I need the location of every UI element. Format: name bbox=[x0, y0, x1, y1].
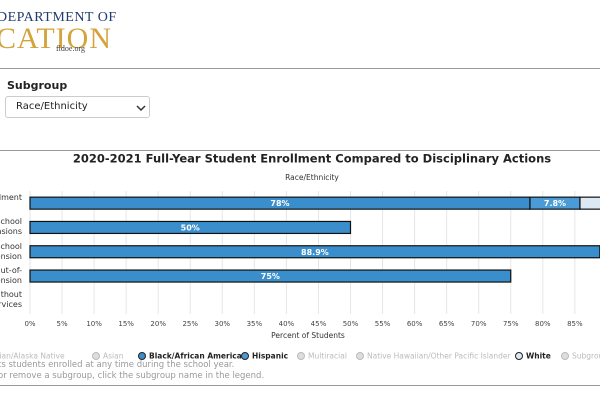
x-tick-label: 35% bbox=[247, 320, 263, 328]
legend-marker bbox=[138, 352, 146, 360]
x-tick-label: 20% bbox=[150, 320, 166, 328]
select-arrow bbox=[136, 105, 146, 112]
legend-marker bbox=[515, 352, 523, 360]
y-tick-label: ut-of- ension bbox=[0, 266, 22, 286]
logo-edu: CATION bbox=[0, 22, 112, 55]
x-tick-label: 80% bbox=[535, 320, 551, 328]
bar-segment bbox=[29, 220, 352, 235]
x-tick-label: 65% bbox=[439, 320, 455, 328]
legend-label[interactable]: an Indian/Alaska Native bbox=[0, 352, 65, 361]
x-tick-label: 85% bbox=[567, 320, 583, 328]
legend-label[interactable]: Black/African American bbox=[149, 352, 247, 361]
x-tick-label: 60% bbox=[407, 320, 423, 328]
note: ts students enrolled at any time during … bbox=[0, 360, 235, 370]
y-tick-label: llment bbox=[0, 193, 22, 203]
x-tick-label: 50% bbox=[343, 320, 359, 328]
legend-marker bbox=[92, 352, 100, 360]
value-label: 7.8% bbox=[544, 199, 566, 208]
bar-segment bbox=[29, 269, 512, 283]
legend-marker bbox=[561, 352, 569, 360]
x-tick-label: 55% bbox=[375, 320, 391, 328]
legend-marker bbox=[356, 352, 364, 360]
bar-segment bbox=[579, 196, 600, 210]
legend-label[interactable]: White bbox=[526, 352, 551, 361]
x-tick-label: 30% bbox=[215, 320, 231, 328]
x-axis-title: Percent of Students bbox=[271, 331, 345, 340]
value-label: 78% bbox=[270, 199, 289, 208]
y-tick-label: School nsions bbox=[0, 217, 22, 237]
x-tick-label: 40% bbox=[279, 320, 295, 328]
legend-label[interactable]: Asian bbox=[103, 352, 124, 361]
legend-marker bbox=[297, 352, 305, 360]
header-rule bbox=[0, 68, 600, 69]
x-tick-label: 0% bbox=[24, 320, 35, 328]
select-value: Race/Ethnicity bbox=[16, 101, 88, 112]
chart-title: 2020-2021 Full-Year Student Enrollment C… bbox=[73, 152, 551, 166]
x-tick-label: 25% bbox=[182, 320, 198, 328]
legend-marker bbox=[241, 352, 249, 360]
x-tick-label: 45% bbox=[311, 320, 327, 328]
note: or remove a subgroup, click the subgroup… bbox=[0, 371, 265, 381]
logo-dept: DEPARTMENT OF bbox=[0, 10, 117, 25]
logo-url: fldoe.org bbox=[56, 44, 85, 53]
y-tick-label: School ension bbox=[0, 241, 22, 261]
value-label: 75% bbox=[261, 272, 280, 281]
x-tick-label: 75% bbox=[503, 320, 519, 328]
x-tick-label: 15% bbox=[118, 320, 134, 328]
chart-subtitle: Race/Ethnicity bbox=[285, 173, 339, 182]
x-tick-label: 5% bbox=[56, 320, 67, 328]
legend-label[interactable]: Multiracial bbox=[308, 352, 347, 361]
y-tick-label: ithout ervices bbox=[0, 290, 22, 310]
value-label: 50% bbox=[181, 223, 200, 232]
legend-label[interactable]: Hispanic bbox=[252, 352, 288, 361]
x-tick-label: 10% bbox=[86, 320, 102, 328]
legend-label[interactable]: Subgrou bbox=[572, 352, 600, 361]
value-label: 88.9% bbox=[301, 248, 329, 257]
subgroup-select[interactable]: Race/Ethnicity bbox=[5, 96, 150, 118]
legend-label[interactable]: Native Hawaiian/Other Pacific Islander bbox=[367, 352, 512, 361]
filter-label: Subgroup bbox=[7, 79, 68, 92]
x-tick-label: 70% bbox=[471, 320, 487, 328]
chart-frame bbox=[0, 150, 600, 386]
